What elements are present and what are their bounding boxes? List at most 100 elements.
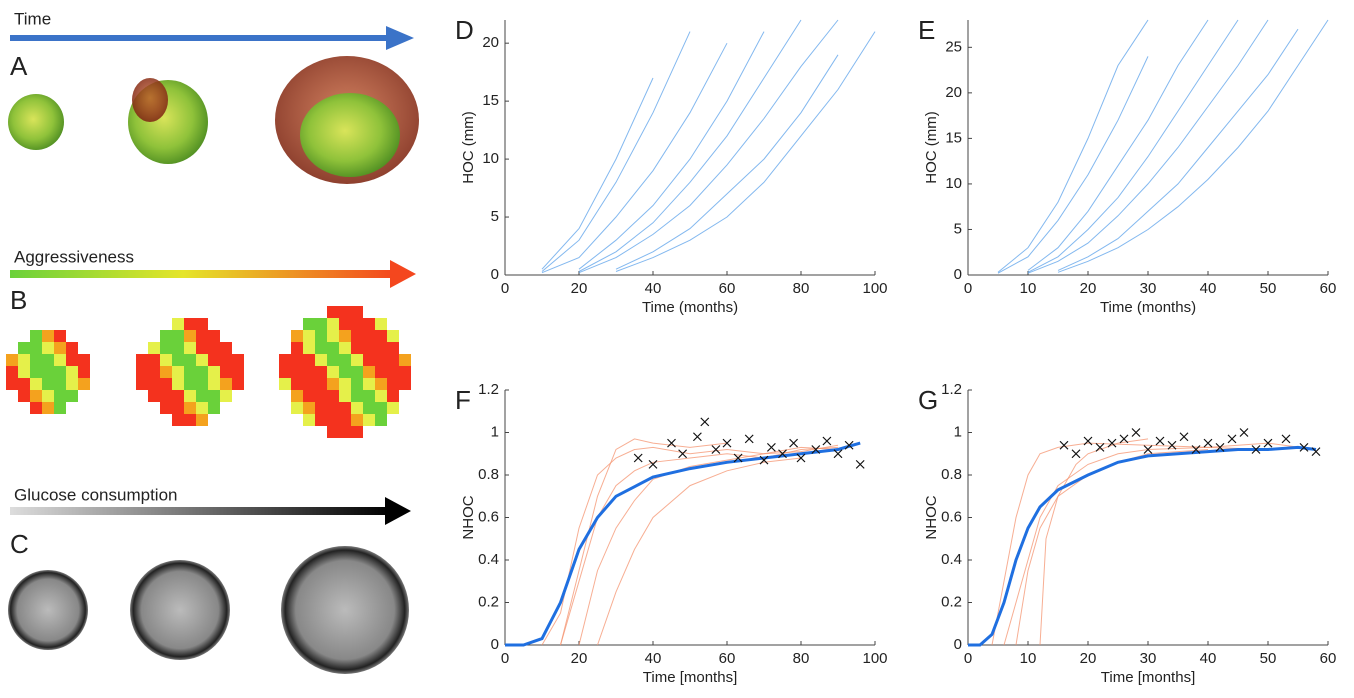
pixel (160, 402, 172, 414)
pixel (303, 318, 315, 330)
tumor-shell (132, 78, 168, 122)
pixel (327, 390, 339, 402)
pixel (66, 342, 78, 354)
pixel (339, 330, 351, 342)
line (615, 31, 876, 272)
pixel (18, 366, 30, 378)
x-tick-label: 0 (501, 280, 509, 297)
x-tick-label: 10 (1020, 280, 1037, 297)
pixel (196, 318, 208, 330)
aggressiveness-label: Aggressiveness (14, 247, 134, 266)
panel-label: A (10, 51, 28, 81)
pixel (184, 318, 196, 330)
pixel (66, 378, 78, 390)
line (1003, 446, 1269, 646)
scatter-point (744, 434, 754, 444)
pixel (363, 318, 375, 330)
pixel (375, 402, 387, 414)
pixel (327, 306, 339, 318)
pixel (172, 378, 184, 390)
scatter-point (711, 445, 721, 454)
panel-label: C (10, 529, 29, 559)
scatter-point (667, 438, 676, 448)
pixel (351, 402, 363, 414)
pixel (42, 366, 54, 378)
pixel (327, 426, 339, 438)
pixel (30, 342, 42, 354)
x-tick-label: 20 (571, 650, 588, 667)
scatter-point (1167, 440, 1177, 450)
y-tick-label: 0.6 (941, 508, 962, 525)
panel-label: D (455, 15, 474, 45)
line (615, 54, 839, 270)
y-tick-label: 1.2 (941, 381, 962, 398)
pixel (399, 378, 411, 390)
pixel (30, 330, 42, 342)
pixel (315, 366, 327, 378)
pixel (291, 366, 303, 378)
pixel (172, 342, 184, 354)
line (578, 444, 839, 646)
scatter-point (1215, 442, 1225, 452)
pixel (184, 342, 196, 354)
line (578, 31, 765, 270)
glucose-map (8, 570, 88, 650)
x-tick-label: 80 (793, 650, 810, 667)
x-tick-label: 20 (1080, 280, 1097, 297)
pixel (136, 354, 148, 366)
pixel (18, 354, 30, 366)
pixel (208, 366, 220, 378)
pixel (136, 378, 148, 390)
pixel (220, 366, 232, 378)
pixel (160, 342, 172, 354)
pixel (351, 330, 363, 342)
pixel (315, 402, 327, 414)
pixel (18, 390, 30, 402)
scatter-point (766, 442, 776, 452)
pixel (148, 366, 160, 378)
pixel (136, 366, 148, 378)
tumor (300, 93, 400, 177)
pixel (160, 378, 172, 390)
y-tick-label: 0.2 (478, 593, 499, 610)
line (1057, 28, 1299, 271)
pixel (208, 354, 220, 366)
pixel (363, 366, 375, 378)
pixel (399, 354, 411, 366)
y-tick-label: 5 (491, 208, 499, 225)
pixel (172, 354, 184, 366)
y-tick-label: 15 (482, 92, 499, 109)
scatter-point (1227, 434, 1237, 444)
scatter-point (722, 438, 732, 448)
pixel (339, 426, 351, 438)
scatter-point (789, 438, 799, 448)
pixel (220, 378, 232, 390)
scatter-point (759, 455, 769, 465)
pixel (387, 330, 399, 342)
pixel (196, 330, 208, 342)
glucose-map (281, 546, 409, 674)
y-tick-label: 0.8 (478, 466, 499, 483)
scatter-point (1143, 445, 1153, 454)
pixel (303, 414, 315, 426)
x-tick-label: 0 (964, 280, 972, 297)
pixel (351, 414, 363, 426)
y-tick-label: 0.2 (941, 593, 962, 610)
x-tick-label: 60 (719, 650, 736, 667)
pixel (351, 354, 363, 366)
scatter-point (1155, 436, 1165, 446)
pixel (363, 378, 375, 390)
aggressiveness-bar (10, 270, 395, 278)
pixel (327, 330, 339, 342)
pixel (148, 390, 160, 402)
pixel (172, 414, 184, 426)
pixel (303, 402, 315, 414)
pixel (327, 366, 339, 378)
scatter-point (1299, 442, 1309, 452)
pixel (184, 414, 196, 426)
scatter-point (855, 459, 865, 469)
pixel-maps (6, 306, 411, 438)
pixel (303, 366, 315, 378)
x-tick-label: 50 (1260, 280, 1277, 297)
